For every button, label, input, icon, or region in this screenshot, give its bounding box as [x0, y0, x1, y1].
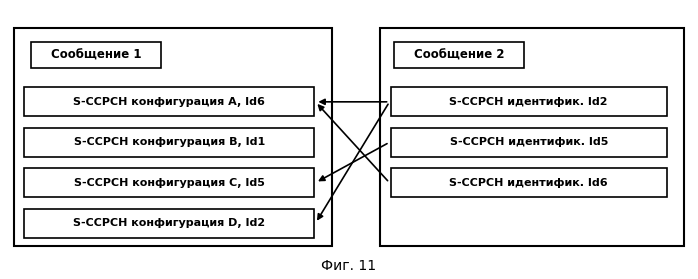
Bar [391, 168, 667, 198]
Text: S-CCPCH идентифик. Id6: S-CCPCH идентифик. Id6 [450, 178, 608, 188]
Bar [391, 128, 667, 157]
Bar [31, 42, 161, 68]
Bar [14, 28, 332, 246]
Text: S-CCPCH конфигурация A, Id6: S-CCPCH конфигурация A, Id6 [73, 97, 265, 107]
Bar [380, 28, 684, 246]
Text: S-CCPCH идентифик. Id2: S-CCPCH идентифик. Id2 [450, 97, 608, 107]
Bar [24, 209, 314, 238]
Bar [391, 87, 667, 117]
Text: Фиг. 11: Фиг. 11 [322, 259, 376, 273]
Text: S-CCPCH конфигурация D, Id2: S-CCPCH конфигурация D, Id2 [73, 218, 265, 228]
Bar [24, 87, 314, 117]
Bar [394, 42, 524, 68]
Text: S-CCPCH конфигурация C, Id5: S-CCPCH конфигурация C, Id5 [74, 178, 265, 188]
Bar [24, 128, 314, 157]
Text: Сообщение 2: Сообщение 2 [414, 49, 504, 62]
Text: Сообщение 1: Сообщение 1 [51, 49, 141, 62]
Bar [24, 168, 314, 198]
Text: S-CCPCH конфигурация B, Id1: S-CCPCH конфигурация B, Id1 [74, 137, 265, 147]
Text: S-CCPCH идентифик. Id5: S-CCPCH идентифик. Id5 [450, 137, 608, 147]
